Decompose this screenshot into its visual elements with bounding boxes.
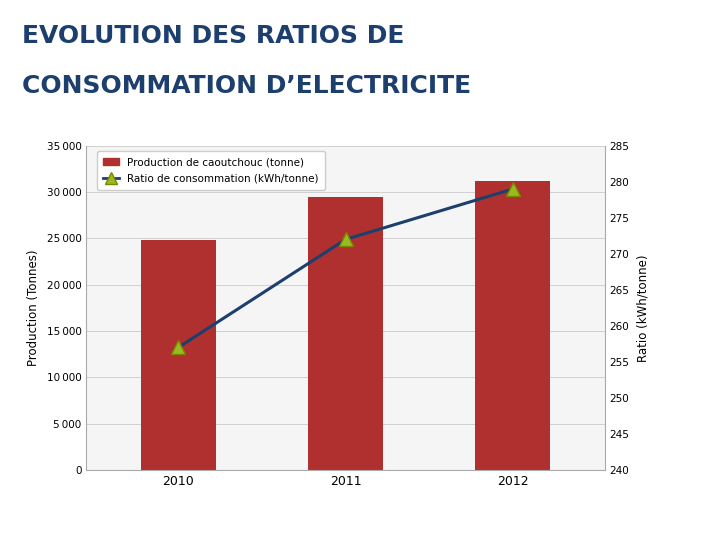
Text: EVOLUTION DES RATIOS DE: EVOLUTION DES RATIOS DE	[22, 24, 404, 48]
Text: 32: 32	[7, 513, 27, 526]
Legend: Production de caoutchouc (tonne), Ratio de consommation (kWh/tonne): Production de caoutchouc (tonne), Ratio …	[96, 151, 325, 190]
Bar	[140, 240, 216, 470]
Text: CONSOMMATION D’ELECTRICITE: CONSOMMATION D’ELECTRICITE	[22, 73, 471, 98]
Y-axis label: Ratio (kWh/tonne): Ratio (kWh/tonne)	[636, 254, 649, 362]
Bar	[475, 181, 551, 470]
Y-axis label: Production (Tonnes): Production (Tonnes)	[27, 249, 40, 366]
Bar	[308, 197, 383, 470]
